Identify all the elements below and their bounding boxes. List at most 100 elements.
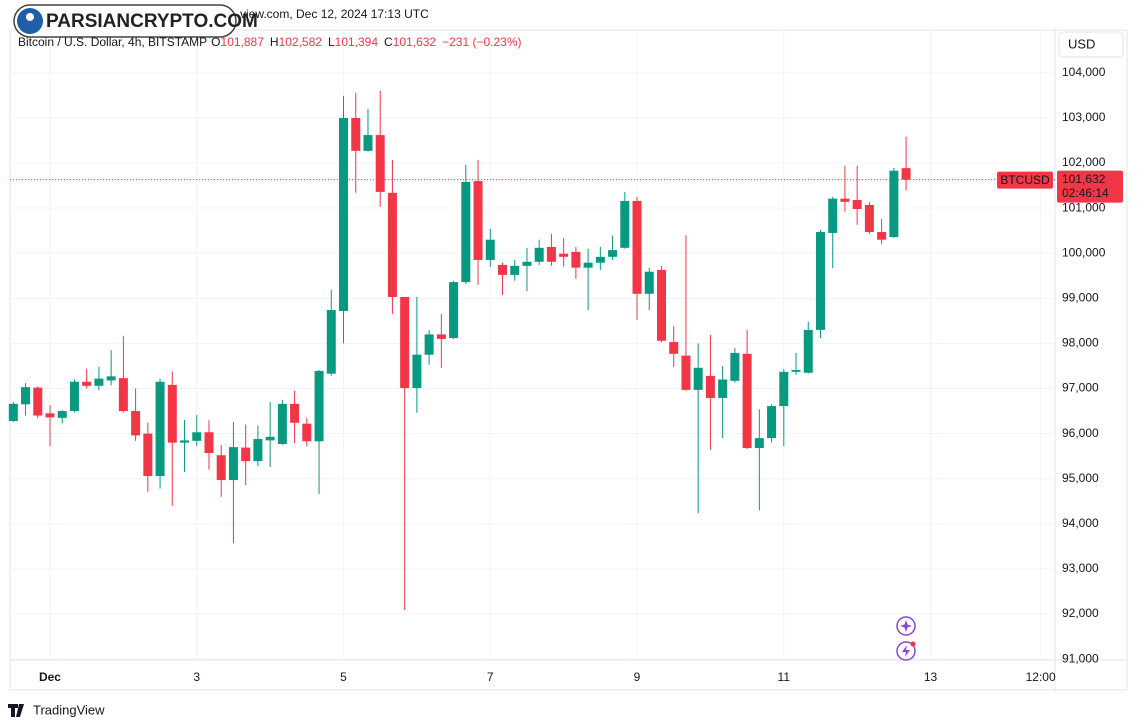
y-tick-label: 98,000: [1062, 336, 1099, 350]
currency-button[interactable]: [1058, 31, 1124, 58]
ohlc-legend: Bitcoin / U.S. Dollar, 4h, BITSTAMP O 101,…: [18, 35, 522, 49]
y-tick-label: 104,000: [1062, 65, 1106, 79]
y-tick-label: 101,000: [1062, 200, 1106, 214]
ohlc-key: H: [270, 35, 279, 49]
x-tick-label: 11: [778, 670, 791, 684]
symbol: Bitcoin / U.S. Dollar, 4h, BITSTAMP: [18, 35, 207, 49]
ohlc-key: L: [328, 35, 335, 49]
candle-body: [277, 403, 287, 444]
candle-body: [815, 232, 825, 330]
x-tick-label: 12:00: [1026, 670, 1056, 684]
change: −231 (−0.23%): [442, 35, 521, 49]
x-tick-label: 7: [487, 670, 494, 684]
candle-body: [363, 135, 373, 151]
chart-frame: [9, 29, 1128, 691]
candle-body: [742, 353, 752, 449]
candle-body: [901, 168, 911, 180]
y-tick-label: 102,000: [1062, 155, 1106, 169]
ohlc-value: 101,632: [393, 35, 437, 49]
y-tick-label: 95,000: [1062, 471, 1099, 485]
candle-body: [730, 352, 740, 381]
x-tick-label: 13: [924, 670, 938, 684]
candle-body: [681, 355, 691, 390]
candle-body: [131, 411, 141, 436]
currency[interactable]: USD: [1068, 36, 1095, 51]
symbol-tag-text: BTCUSD: [1000, 173, 1050, 187]
published-note: view.com, Dec 12, 2024 17:13 UTC: [240, 7, 429, 21]
candle-body: [424, 334, 434, 355]
candle-body: [253, 439, 263, 462]
alert-icon[interactable]: [896, 641, 916, 661]
candle-body: [705, 375, 715, 398]
price-tag-value: 101,632: [1062, 172, 1106, 186]
candle-body: [228, 447, 238, 481]
candle-body: [864, 204, 874, 233]
candle-body: [632, 200, 642, 294]
y-tick-label: 94,000: [1062, 516, 1099, 530]
candle-body: [583, 262, 593, 268]
candle-body: [375, 135, 385, 192]
candle-body: [840, 198, 850, 202]
candle-body: [595, 256, 605, 263]
candle-body: [693, 367, 703, 390]
candle-body: [473, 181, 483, 260]
candle-body: [339, 117, 349, 311]
y-tick-label: 92,000: [1062, 606, 1099, 620]
candles: [8, 90, 1055, 610]
candle-body: [167, 384, 177, 443]
candle-body: [33, 387, 43, 416]
candle-body: [779, 371, 789, 407]
candle-body: [241, 447, 251, 462]
candle-body: [718, 379, 728, 398]
candle-body: [400, 296, 410, 389]
candle-body: [57, 411, 67, 418]
candle-body: [290, 403, 300, 423]
candle-body: [767, 406, 777, 439]
candle-body: [510, 265, 520, 275]
candle-body: [265, 436, 275, 441]
candle-body: [877, 232, 887, 240]
candle-body: [94, 378, 104, 386]
candle-body: [155, 381, 165, 477]
candle-body: [69, 381, 79, 412]
candle-body: [326, 310, 336, 374]
brand-logo: [8, 704, 24, 717]
candle-body: [889, 170, 899, 237]
candle-body: [204, 432, 214, 454]
candle-body: [571, 251, 581, 268]
y-tick-label: 100,000: [1062, 245, 1106, 259]
candle-body: [192, 432, 202, 441]
candle-body: [534, 247, 544, 262]
x-tick-label: 5: [340, 670, 347, 684]
candle-body: [828, 198, 838, 233]
y-tick-label: 91,000: [1062, 651, 1099, 665]
candle-body: [522, 261, 532, 266]
candle-body: [608, 250, 618, 257]
watermark-pill: [13, 4, 237, 38]
candle-body: [82, 381, 92, 386]
watermark-icon-dot: [26, 13, 34, 21]
candle-body: [314, 370, 324, 442]
labels: 91,000 92,000 93,000 94,000 95,000 96,000 97,0…: [39, 65, 1123, 684]
grid: [10, 30, 1055, 660]
ohlc-key: O: [211, 35, 220, 49]
candle-body: [461, 181, 471, 283]
alert-icon-bolt: [902, 645, 910, 657]
x-tick-label: 3: [193, 670, 200, 684]
candle-body: [669, 342, 679, 354]
candle-body: [852, 200, 862, 210]
candle-body: [143, 433, 153, 477]
candle-body: [656, 269, 666, 341]
brand: TradingView: [33, 702, 105, 717]
x-tick-label: 9: [634, 670, 641, 684]
ohlc-key: C: [384, 35, 393, 49]
x-tick-label: Dec: [39, 670, 61, 684]
candle-body: [106, 376, 116, 381]
assistant-icon[interactable]: [896, 616, 916, 636]
y-tick-label: 103,000: [1062, 110, 1106, 124]
price-tag-countdown: 02:46:14: [1062, 186, 1109, 200]
watermark-text: PARSIANCRYPTO.COM: [46, 11, 258, 32]
candle-body: [21, 387, 31, 405]
